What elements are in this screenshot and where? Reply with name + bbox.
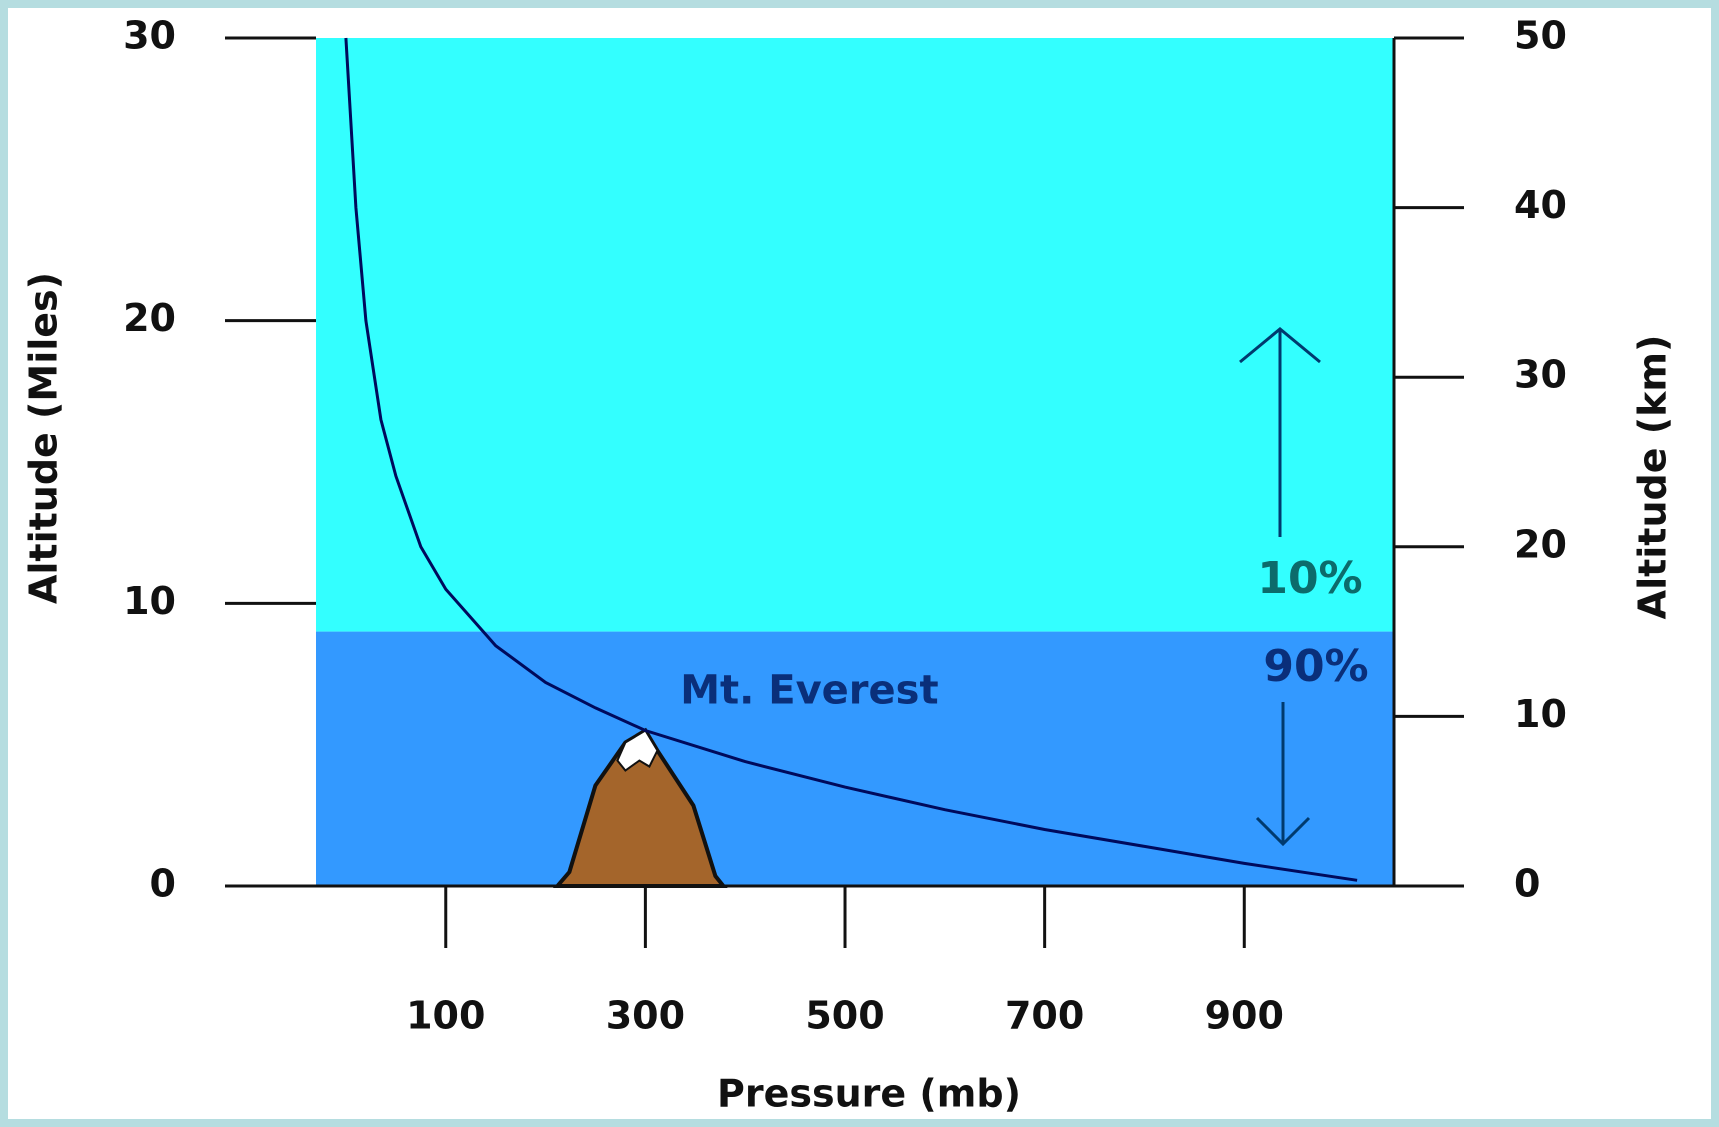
y-tick-label: 0	[150, 862, 176, 906]
y2-tick-label: 50	[1514, 14, 1567, 58]
y-tick-label: 20	[123, 296, 176, 340]
x-tick-label: 100	[406, 994, 485, 1038]
chart: Pressure (mb) Altitude (Miles) Altitude …	[0, 0, 1719, 1127]
x-axis-title: Pressure (mb)	[717, 1072, 1021, 1116]
regions	[316, 38, 1394, 886]
region-label: 10%	[1257, 553, 1362, 604]
x-tick-label: 900	[1205, 994, 1284, 1038]
y2-tick-label: 10	[1514, 692, 1567, 736]
y2-axis-title: Altitude (km)	[1631, 335, 1675, 620]
annotation-label: Mt. Everest	[680, 668, 938, 714]
region	[316, 38, 1394, 632]
y2-tick-label: 40	[1514, 183, 1567, 227]
y-tick-label: 10	[123, 579, 176, 623]
page: {"chart_data": {"type": "line", "x_label…	[0, 0, 1719, 1127]
x-tick-label: 300	[606, 994, 685, 1038]
y-axis-title: Altitude (Miles)	[22, 272, 66, 604]
region-label: 90%	[1263, 641, 1368, 692]
x-tick-label: 500	[805, 994, 884, 1038]
y2-tick-label: 20	[1514, 522, 1567, 566]
y2-tick-label: 0	[1514, 862, 1540, 906]
y-tick-label: 30	[123, 14, 176, 58]
y2-tick-label: 30	[1514, 353, 1567, 397]
x-tick-label: 700	[1005, 994, 1084, 1038]
